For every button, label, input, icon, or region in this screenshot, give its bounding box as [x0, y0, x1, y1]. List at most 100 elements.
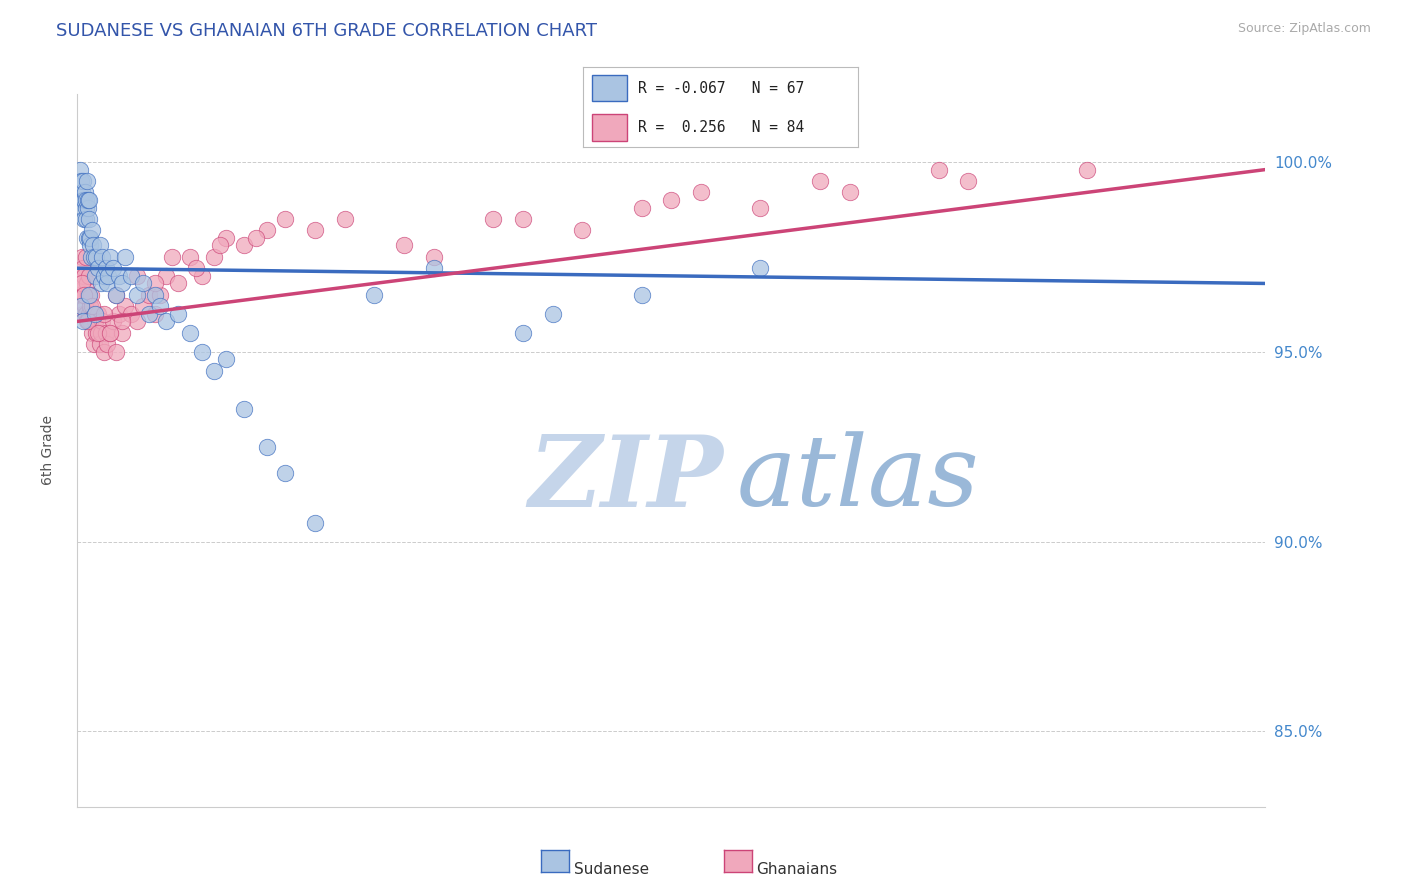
- Point: [101, 261, 124, 276]
- Point: [232, 238, 254, 252]
- Point: [167, 307, 190, 321]
- Point: [76, 314, 98, 328]
- Point: [90, 277, 112, 291]
- Point: [86, 326, 108, 340]
- Point: [179, 326, 201, 340]
- Point: [77, 307, 100, 321]
- Point: [1076, 162, 1098, 177]
- Point: [274, 467, 297, 481]
- Point: [482, 211, 505, 226]
- Point: [179, 250, 201, 264]
- Point: [83, 337, 105, 351]
- Point: [75, 201, 97, 215]
- Point: [245, 231, 267, 245]
- Text: R = -0.067   N = 67: R = -0.067 N = 67: [638, 81, 804, 96]
- Point: [69, 288, 91, 302]
- Text: ZIP: ZIP: [529, 431, 724, 527]
- Point: [392, 238, 415, 252]
- Point: [80, 288, 103, 302]
- Point: [79, 238, 101, 252]
- Point: [202, 250, 225, 264]
- Point: [256, 223, 278, 237]
- Point: [82, 238, 104, 252]
- Point: [77, 201, 100, 215]
- Point: [104, 288, 127, 302]
- Point: [87, 261, 110, 276]
- Point: [690, 186, 713, 200]
- Point: [77, 211, 100, 226]
- Point: [138, 288, 160, 302]
- FancyBboxPatch shape: [592, 114, 627, 141]
- Point: [749, 201, 772, 215]
- Point: [661, 193, 683, 207]
- Point: [143, 307, 166, 321]
- Point: [73, 268, 96, 283]
- Text: Ghanaians: Ghanaians: [756, 863, 838, 877]
- Point: [84, 314, 107, 328]
- Point: [77, 288, 100, 302]
- Text: R =  0.256   N = 84: R = 0.256 N = 84: [638, 120, 804, 135]
- Point: [108, 268, 131, 283]
- Point: [77, 314, 100, 328]
- Point: [94, 261, 117, 276]
- Point: [162, 250, 184, 264]
- Point: [75, 211, 97, 226]
- Point: [96, 337, 118, 351]
- Point: [80, 250, 103, 264]
- Point: [72, 193, 94, 207]
- Point: [114, 250, 136, 264]
- Point: [79, 299, 101, 313]
- Point: [70, 250, 93, 264]
- Point: [186, 261, 208, 276]
- Point: [73, 288, 96, 302]
- Point: [82, 326, 104, 340]
- Point: [93, 268, 115, 283]
- Point: [75, 250, 97, 264]
- Point: [215, 352, 238, 367]
- Point: [232, 401, 254, 416]
- Point: [72, 314, 94, 328]
- Point: [125, 314, 148, 328]
- Point: [83, 250, 105, 264]
- Point: [363, 288, 385, 302]
- Point: [111, 326, 134, 340]
- Point: [82, 307, 104, 321]
- Point: [77, 288, 100, 302]
- Point: [191, 268, 214, 283]
- Point: [541, 307, 564, 321]
- Point: [333, 211, 356, 226]
- Point: [108, 307, 131, 321]
- Point: [215, 231, 238, 245]
- Point: [70, 277, 93, 291]
- Point: [149, 299, 172, 313]
- Point: [76, 231, 98, 245]
- Point: [571, 223, 593, 237]
- Point: [167, 277, 190, 291]
- Point: [76, 277, 98, 291]
- Point: [96, 277, 118, 291]
- Point: [98, 326, 121, 340]
- Point: [155, 314, 177, 328]
- Point: [149, 288, 172, 302]
- Point: [69, 162, 91, 177]
- Point: [93, 307, 115, 321]
- Point: [98, 326, 121, 340]
- Point: [79, 314, 101, 328]
- Point: [838, 186, 860, 200]
- Point: [77, 268, 100, 283]
- Point: [73, 211, 96, 226]
- Point: [304, 223, 326, 237]
- Point: [208, 238, 231, 252]
- Point: [98, 250, 121, 264]
- Text: atlas: atlas: [737, 432, 980, 526]
- Point: [512, 211, 534, 226]
- Point: [630, 288, 652, 302]
- Point: [143, 277, 166, 291]
- Point: [72, 174, 94, 188]
- Point: [423, 250, 446, 264]
- Point: [91, 250, 114, 264]
- Point: [70, 268, 93, 283]
- Point: [86, 250, 108, 264]
- Point: [138, 307, 160, 321]
- Point: [75, 193, 97, 207]
